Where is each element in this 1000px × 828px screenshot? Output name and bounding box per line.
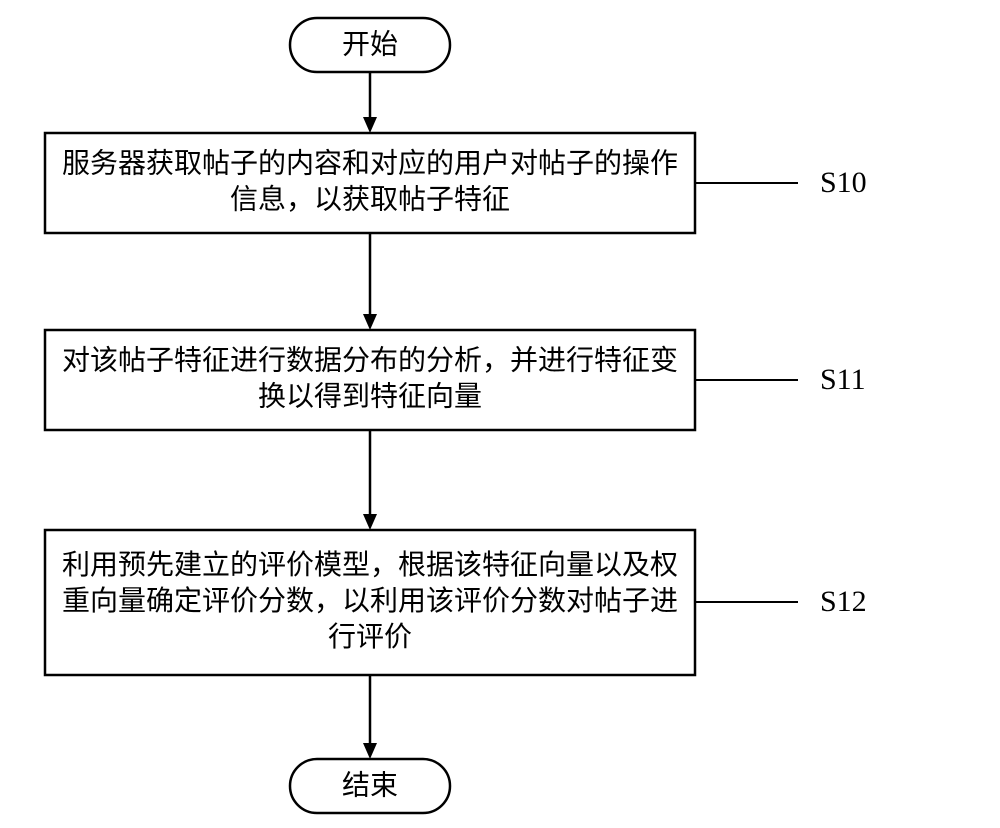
step-S10: 服务器获取帖子的内容和对应的用户对帖子的操作信息，以获取帖子特征 [45,133,695,233]
start-label: 开始 [342,28,398,60]
step-text: 对该帖子特征进行数据分布的分析，并进行特征变 [62,344,678,376]
start-terminator: 开始 [290,18,450,72]
step-id-label: S11 [820,363,866,396]
step-text: 利用预先建立的评价模型，根据该特征向量以及权 [62,549,678,581]
end-label: 结束 [342,769,398,801]
step-text: 服务器获取帖子的内容和对应的用户对帖子的操作 [62,147,678,179]
step-text: 行评价 [328,621,412,653]
step-text: 信息，以获取帖子特征 [230,183,510,215]
step-text: 换以得到特征向量 [258,380,482,412]
step-S11: 对该帖子特征进行数据分布的分析，并进行特征变换以得到特征向量 [45,330,695,430]
step-S12: 利用预先建立的评价模型，根据该特征向量以及权重向量确定评价分数，以利用该评价分数… [45,530,695,675]
step-text: 重向量确定评价分数，以利用该评价分数对帖子进 [62,585,678,617]
step-id-label: S12 [820,585,867,618]
end-terminator: 结束 [290,759,450,813]
flowchart-canvas: 开始结束 服务器获取帖子的内容和对应的用户对帖子的操作信息，以获取帖子特征 S10 对… [0,0,1000,828]
step-id-label: S10 [820,166,867,199]
